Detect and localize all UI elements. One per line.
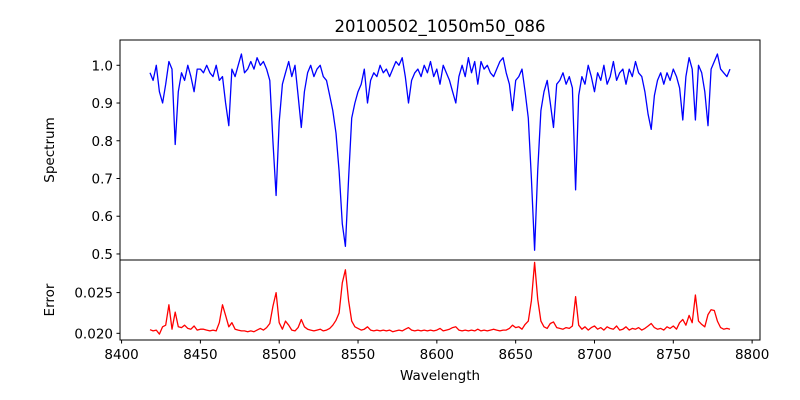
- spectrum-line: [149, 53, 731, 251]
- y-tick-label: 0.5: [92, 247, 113, 263]
- x-tick-label: 8500: [262, 347, 296, 363]
- y-tick-label: 0.025: [74, 286, 113, 302]
- spectrum-y-ticks: 0.5 0.6 0.7 0.8 0.9 1.0: [92, 58, 120, 263]
- y-tick-label: 0.7: [92, 171, 113, 187]
- error-y-ticks: 0.020 0.025: [74, 286, 120, 342]
- x-axis-label: Wavelength: [400, 368, 480, 384]
- y-tick-label: 0.9: [92, 96, 113, 112]
- error-line: [149, 261, 731, 335]
- x-tick-label: 8800: [735, 347, 769, 363]
- x-tick-label: 8550: [341, 347, 375, 363]
- spectrum-y-axis-label: Spectrum: [42, 117, 58, 182]
- chart-title: 20100502_1050m50_086: [334, 17, 545, 37]
- x-tick-label: 8700: [577, 347, 611, 363]
- error-y-axis-label: Error: [42, 283, 58, 316]
- y-tick-label: 0.6: [92, 209, 113, 225]
- x-tick-label: 8750: [656, 347, 690, 363]
- x-tick-label: 8600: [420, 347, 454, 363]
- y-tick-label: 1.0: [92, 58, 113, 74]
- y-tick-label: 0.8: [92, 134, 113, 150]
- x-tick-label: 8450: [183, 347, 217, 363]
- error-plot-area: [149, 261, 731, 335]
- x-tick-label: 8650: [498, 347, 532, 363]
- error-axes-frame: [119, 259, 761, 341]
- x-tick-label: 8400: [104, 347, 138, 363]
- y-tick-label: 0.020: [74, 326, 113, 342]
- x-ticks: 8400 8450 8500 8550 8600 8650 8700 8750 8800: [104, 340, 769, 363]
- spectrum-plot-area: [149, 53, 731, 251]
